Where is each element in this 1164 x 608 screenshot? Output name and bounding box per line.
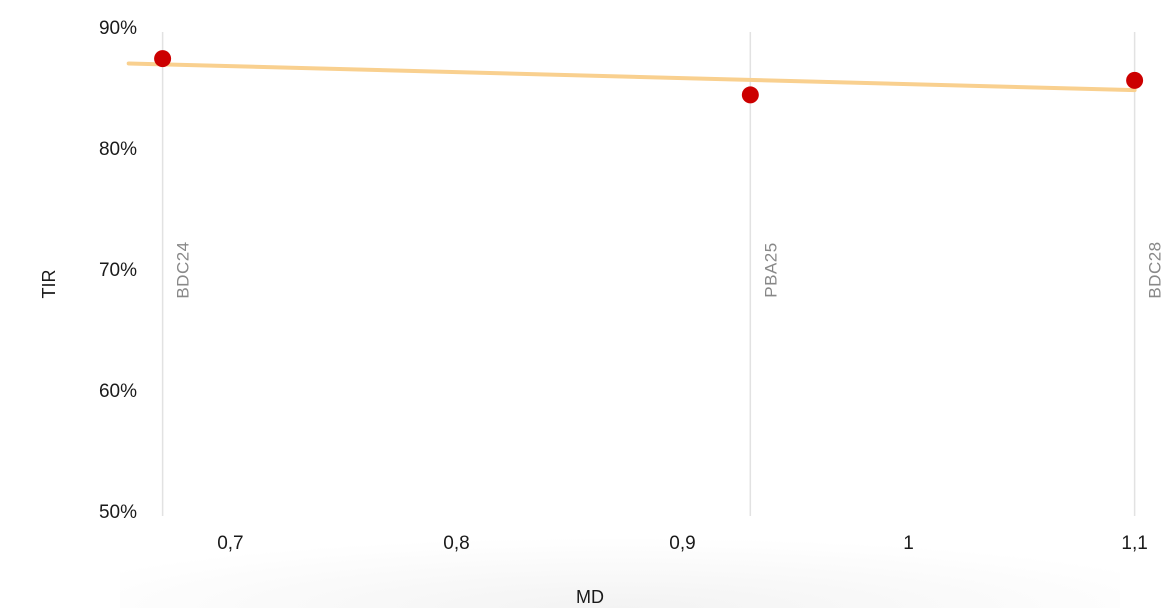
point-bdc28	[1126, 71, 1144, 89]
point-bdc24	[154, 50, 172, 68]
point-label-pba25: PBA25	[761, 242, 780, 297]
point-pba25	[741, 86, 759, 104]
y-tick-label: 70%	[99, 260, 137, 281]
x-tick-label: 0,7	[217, 533, 243, 554]
point-guide-lines	[161, 32, 1136, 516]
point-annotations: BDC24 PBA25 BDC28	[174, 241, 1164, 298]
data-points	[154, 50, 1144, 104]
y-axis-title: TIR	[39, 270, 59, 299]
trendline-layer	[126, 61, 1137, 93]
x-tick-label: 0,9	[669, 533, 695, 554]
x-axis-title: MD	[576, 587, 604, 607]
x-tick-label: 1,1	[1121, 533, 1147, 554]
x-axis-ticks: 0,7 0,8 0,9 1 1,1	[217, 533, 1148, 554]
y-tick-label: 90%	[99, 18, 137, 39]
point-label-bdc24: BDC24	[174, 241, 193, 298]
y-tick-label: 80%	[99, 139, 137, 160]
x-tick-label: 1	[903, 533, 914, 554]
y-tick-label: 50%	[99, 502, 137, 523]
bottom-shadow	[120, 490, 1120, 608]
y-axis-ticks: 50% 60% 70% 80% 90%	[99, 18, 137, 523]
x-tick-label: 0,8	[443, 533, 469, 554]
y-tick-label: 60%	[99, 381, 137, 402]
trendline	[126, 61, 1137, 93]
point-label-bdc28: BDC28	[1146, 241, 1164, 298]
